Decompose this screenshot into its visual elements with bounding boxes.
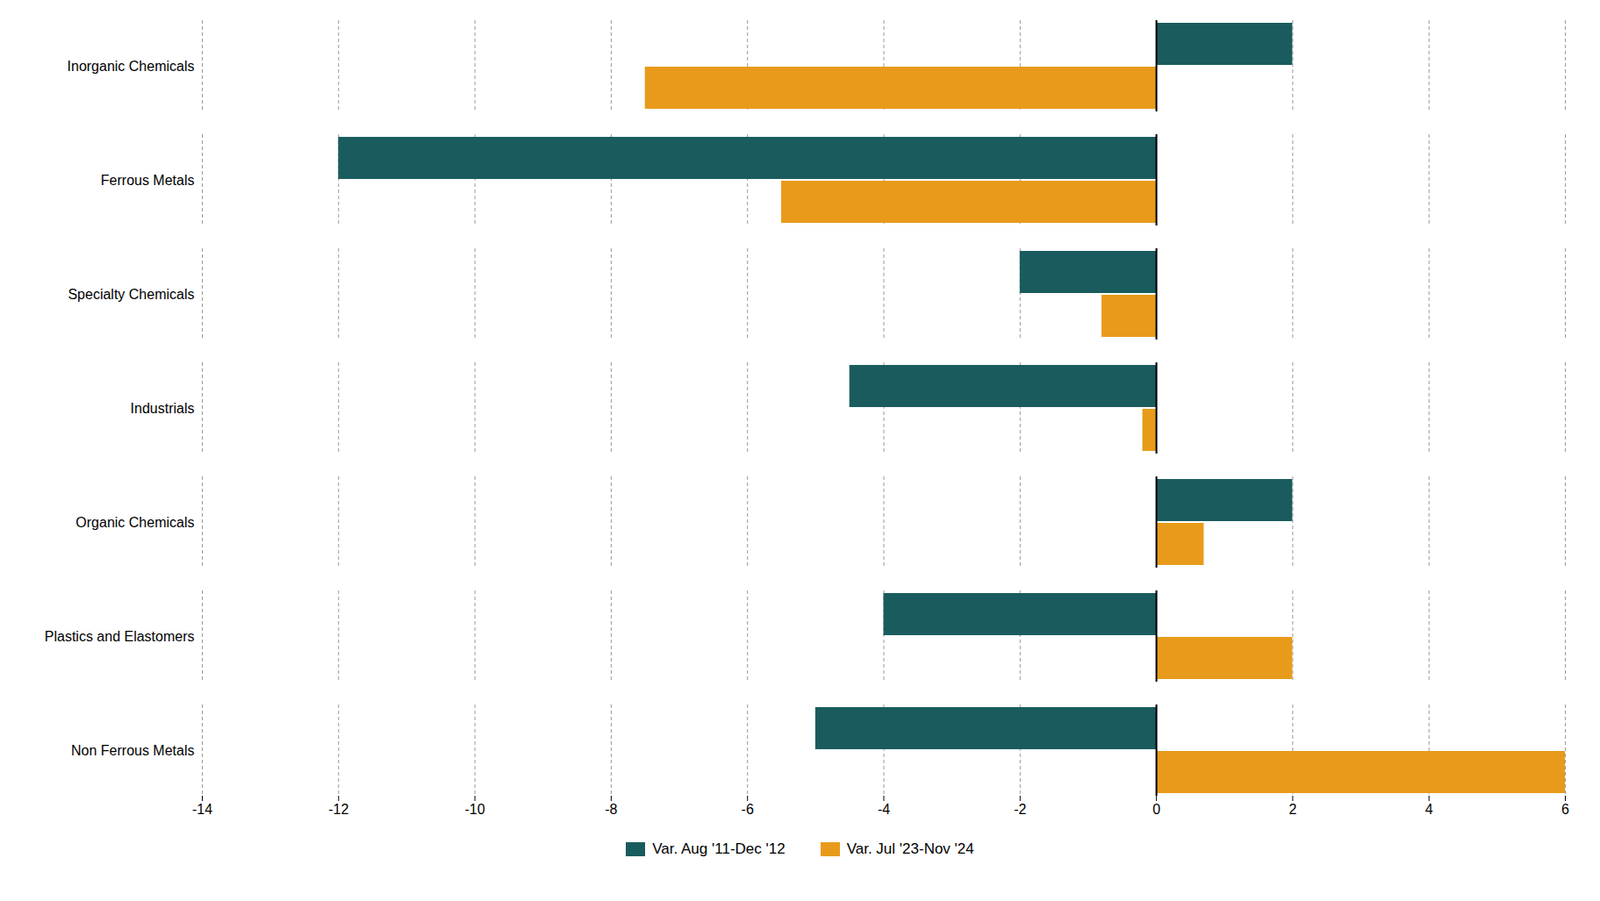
svg-text:-6: -6 (741, 802, 754, 818)
svg-text:Ferrous Metals: Ferrous Metals (100, 172, 195, 188)
svg-text:-2: -2 (1013, 802, 1027, 818)
svg-text:Inorganic Chemicals: Inorganic Chemicals (67, 58, 195, 74)
svg-text:Specialty Chemicals: Specialty Chemicals (67, 286, 194, 302)
svg-text:Organic Chemicals: Organic Chemicals (75, 515, 194, 531)
svg-text:Plastics and Elastomers: Plastics and Elastomers (44, 629, 195, 645)
svg-text:0: 0 (1152, 802, 1161, 818)
svg-text:4: 4 (1425, 802, 1434, 818)
html-text:Var. Aug '11-Dec '12: Var. Aug '11-Dec '12 (652, 840, 786, 858)
svg-text:-4: -4 (877, 802, 890, 818)
svg-text:Industrials: Industrials (130, 401, 195, 417)
svg-text:-14: -14 (192, 802, 213, 818)
svg-text:2: 2 (1288, 802, 1297, 818)
svg-text:Non Ferrous Metals: Non Ferrous Metals (71, 743, 195, 759)
svg-text:-12: -12 (328, 802, 349, 818)
html-text:Var. Jul '23-Nov '24: Var. Jul '23-Nov '24 (846, 840, 975, 858)
svg-text:-8: -8 (604, 802, 618, 818)
svg-text:-10: -10 (465, 802, 486, 818)
svg-text:6: 6 (1561, 802, 1570, 818)
